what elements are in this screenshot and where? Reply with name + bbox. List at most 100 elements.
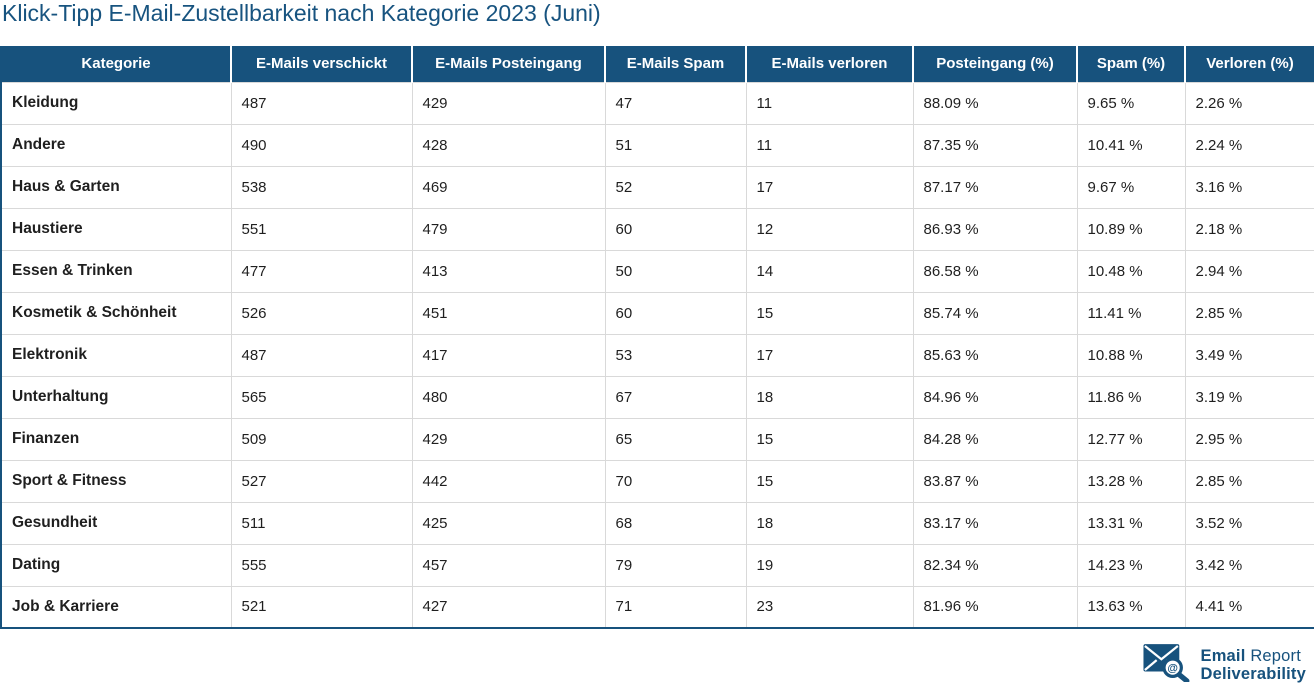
emails-sent-cell: 490 [230, 123, 413, 167]
emails-inbox-cell: 442 [411, 459, 606, 503]
category-cell: Essen & Trinken [0, 249, 232, 293]
emails-lost-cell: 23 [745, 585, 914, 629]
table-row: Kosmetik & Schönheit 526 451 60 15 85.74… [0, 291, 1314, 335]
inbox-pct-cell: 86.93 % [912, 207, 1078, 251]
lost-pct-cell: 3.49 % [1184, 333, 1314, 377]
emails-sent-cell: 565 [230, 375, 413, 419]
logo-text: Email Report Deliverability [1200, 647, 1306, 683]
emails-lost-cell: 18 [745, 501, 914, 545]
table-body: Kleidung 487 429 47 11 88.09 % 9.65 % 2.… [0, 81, 1314, 629]
column-header-emails-verloren: E-Mails verloren [745, 46, 913, 82]
emails-spam-cell: 51 [604, 123, 747, 167]
column-header-verloren-pct: Verloren (%) [1184, 46, 1314, 82]
category-cell: Kosmetik & Schönheit [0, 291, 232, 335]
spam-pct-cell: 13.31 % [1076, 501, 1186, 545]
lost-pct-cell: 3.42 % [1184, 543, 1314, 587]
page-title: Klick-Tipp E-Mail-Zustellbarkeit nach Ka… [2, 0, 601, 26]
category-cell: Haustiere [0, 207, 232, 251]
table-row: Andere 490 428 51 11 87.35 % 10.41 % 2.2… [0, 123, 1314, 167]
emails-spam-cell: 53 [604, 333, 747, 377]
emails-sent-cell: 527 [230, 459, 413, 503]
spam-pct-cell: 10.48 % [1076, 249, 1186, 293]
emails-sent-cell: 555 [230, 543, 413, 587]
lost-pct-cell: 3.52 % [1184, 501, 1314, 545]
emails-spam-cell: 70 [604, 459, 747, 503]
spam-pct-cell: 9.65 % [1076, 81, 1186, 125]
table-row: Gesundheit 511 425 68 18 83.17 % 13.31 %… [0, 501, 1314, 545]
spam-pct-cell: 11.86 % [1076, 375, 1186, 419]
emails-inbox-cell: 425 [411, 501, 606, 545]
emails-lost-cell: 18 [745, 375, 914, 419]
envelope-magnifier-at-icon: @ [1143, 643, 1192, 687]
lost-pct-cell: 2.18 % [1184, 207, 1314, 251]
emails-sent-cell: 509 [230, 417, 413, 461]
table-row: Job & Karriere 521 427 71 23 81.96 % 13.… [0, 585, 1314, 629]
spam-pct-cell: 10.88 % [1076, 333, 1186, 377]
emails-spam-cell: 65 [604, 417, 747, 461]
spam-pct-cell: 9.67 % [1076, 165, 1186, 209]
emails-lost-cell: 14 [745, 249, 914, 293]
lost-pct-cell: 2.94 % [1184, 249, 1314, 293]
inbox-pct-cell: 87.35 % [912, 123, 1078, 167]
emails-sent-cell: 477 [230, 249, 413, 293]
spam-pct-cell: 13.28 % [1076, 459, 1186, 503]
inbox-pct-cell: 83.87 % [912, 459, 1078, 503]
emails-sent-cell: 526 [230, 291, 413, 335]
emails-lost-cell: 11 [745, 81, 914, 125]
inbox-pct-cell: 88.09 % [912, 81, 1078, 125]
emails-sent-cell: 487 [230, 81, 413, 125]
inbox-pct-cell: 82.34 % [912, 543, 1078, 587]
category-cell: Unterhaltung [0, 375, 232, 419]
header-row: Kategorie E-Mails verschickt E-Mails Pos… [1, 46, 1314, 82]
column-header-spam-pct: Spam (%) [1076, 46, 1185, 82]
table-header: Kategorie E-Mails verschickt E-Mails Pos… [1, 46, 1314, 82]
category-cell: Finanzen [0, 417, 232, 461]
category-cell: Dating [0, 543, 232, 587]
logo-word-deliverability: Deliverability [1200, 665, 1306, 683]
inbox-pct-cell: 85.63 % [912, 333, 1078, 377]
lost-pct-cell: 4.41 % [1184, 585, 1314, 629]
emails-spam-cell: 60 [604, 291, 747, 335]
emails-inbox-cell: 429 [411, 417, 606, 461]
emails-inbox-cell: 417 [411, 333, 606, 377]
spam-pct-cell: 10.89 % [1076, 207, 1186, 251]
column-header-emails-verschickt: E-Mails verschickt [230, 46, 412, 82]
email-report-deliverability-logo[interactable]: @ Email Report Deliverability [1143, 643, 1306, 687]
logo-line1: Email Report [1200, 647, 1306, 665]
lost-pct-cell: 2.95 % [1184, 417, 1314, 461]
inbox-pct-cell: 87.17 % [912, 165, 1078, 209]
emails-inbox-cell: 429 [411, 81, 606, 125]
emails-spam-cell: 60 [604, 207, 747, 251]
column-header-posteingang-pct: Posteingang (%) [912, 46, 1077, 82]
spam-pct-cell: 13.63 % [1076, 585, 1186, 629]
emails-lost-cell: 15 [745, 417, 914, 461]
lost-pct-cell: 2.24 % [1184, 123, 1314, 167]
lost-pct-cell: 3.16 % [1184, 165, 1314, 209]
emails-spam-cell: 52 [604, 165, 747, 209]
inbox-pct-cell: 83.17 % [912, 501, 1078, 545]
emails-inbox-cell: 451 [411, 291, 606, 335]
emails-inbox-cell: 428 [411, 123, 606, 167]
emails-spam-cell: 68 [604, 501, 747, 545]
column-header-kategorie: Kategorie [1, 46, 231, 82]
column-header-emails-posteingang: E-Mails Posteingang [411, 46, 605, 82]
emails-lost-cell: 17 [745, 165, 914, 209]
emails-spam-cell: 71 [604, 585, 747, 629]
emails-sent-cell: 521 [230, 585, 413, 629]
spam-pct-cell: 10.41 % [1076, 123, 1186, 167]
deliverability-table: Kategorie E-Mails verschickt E-Mails Pos… [0, 46, 1314, 629]
emails-sent-cell: 538 [230, 165, 413, 209]
lost-pct-cell: 2.85 % [1184, 291, 1314, 335]
category-cell: Kleidung [0, 81, 232, 125]
column-header-emails-spam: E-Mails Spam [604, 46, 746, 82]
emails-sent-cell: 511 [230, 501, 413, 545]
inbox-pct-cell: 85.74 % [912, 291, 1078, 335]
emails-inbox-cell: 427 [411, 585, 606, 629]
logo-word-report: Report [1250, 647, 1302, 665]
inbox-pct-cell: 81.96 % [912, 585, 1078, 629]
table-row: Kleidung 487 429 47 11 88.09 % 9.65 % 2.… [0, 81, 1314, 125]
table-row: Haustiere 551 479 60 12 86.93 % 10.89 % … [0, 207, 1314, 251]
category-cell: Andere [0, 123, 232, 167]
table-row: Haus & Garten 538 469 52 17 87.17 % 9.67… [0, 165, 1314, 209]
emails-spam-cell: 47 [604, 81, 747, 125]
